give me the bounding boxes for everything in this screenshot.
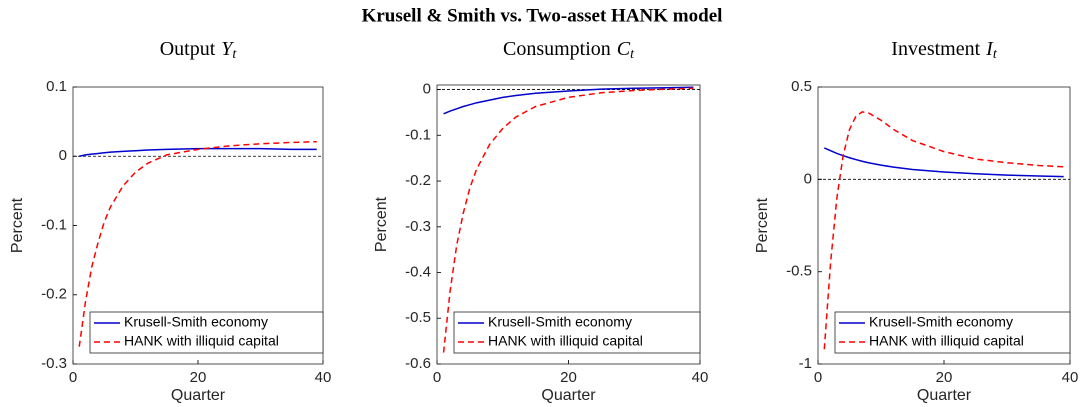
title-symbol: I [985,38,994,60]
y-tick-label: -0.5 [786,263,812,280]
legend-label: HANK with illiquid capital [488,333,643,349]
title-text: Output [160,38,216,60]
y-tick-label: 0 [59,147,67,164]
x-tick-label: 20 [560,369,577,386]
y-tick-label: -0.4 [405,263,431,280]
y-tick-label: 0 [423,81,431,98]
series-line [823,111,1064,350]
x-tick-label: 0 [814,369,822,386]
title-subscript: t [232,47,237,62]
y-tick-label: 0 [804,170,812,187]
y-axis-label: Percent [9,197,26,253]
y-tick-label: -0.2 [405,172,431,189]
y-tick-label: -0.6 [405,355,431,372]
y-tick-label: -0.5 [405,309,431,326]
x-tick-label: 0 [69,369,77,386]
legend-label: Krusell-Smith economy [869,314,1013,330]
series-line [79,147,317,157]
title-text: Investment [891,38,980,60]
subplot-title: Consumption Ct [503,38,635,63]
y-tick-label: -0.1 [405,126,431,143]
title-subscript: t [993,47,998,62]
x-axis-label: Quarter [171,387,226,404]
y-axis-label: Percent [373,196,390,252]
title-text: Consumption [503,38,611,60]
legend-label: Krusell-Smith economy [488,314,632,330]
subplot-title: Investment It [891,38,998,63]
x-tick-label: 40 [315,369,332,386]
title-symbol: Y [221,38,234,60]
y-tick-label: -0.3 [405,218,431,235]
legend-box [834,311,1071,354]
y-tick-label: -0.2 [41,286,67,303]
title-subscript: t [630,47,635,62]
legend-box [89,311,324,354]
x-axis-label: Quarter [541,387,596,404]
x-tick-label: 20 [190,369,207,386]
legend-label: Krusell-Smith economy [124,314,268,330]
title-symbol: C [617,38,631,60]
x-tick-label: 20 [936,369,953,386]
x-tick-label: 40 [692,369,709,386]
subplot-title: Output Yt [160,38,238,63]
y-tick-label: 0.1 [46,78,67,95]
x-tick-label: 0 [433,369,441,386]
series-line [823,147,1064,178]
y-tick-label: -1 [799,355,812,372]
legend-label: HANK with illiquid capital [124,333,279,349]
legend-label: HANK with illiquid capital [869,333,1024,349]
legend-box [453,311,701,354]
y-axis-label: Percent [754,197,771,253]
x-tick-label: 40 [1062,369,1079,386]
y-tick-label: 0.5 [791,78,812,95]
series-line [443,86,694,115]
series-line [442,87,694,353]
figure-title: Krusell & Smith vs. Two-asset HANK model [362,5,723,26]
x-axis-label: Quarter [917,387,972,404]
y-tick-label: -0.1 [41,216,67,233]
y-tick-label: -0.3 [41,355,67,372]
